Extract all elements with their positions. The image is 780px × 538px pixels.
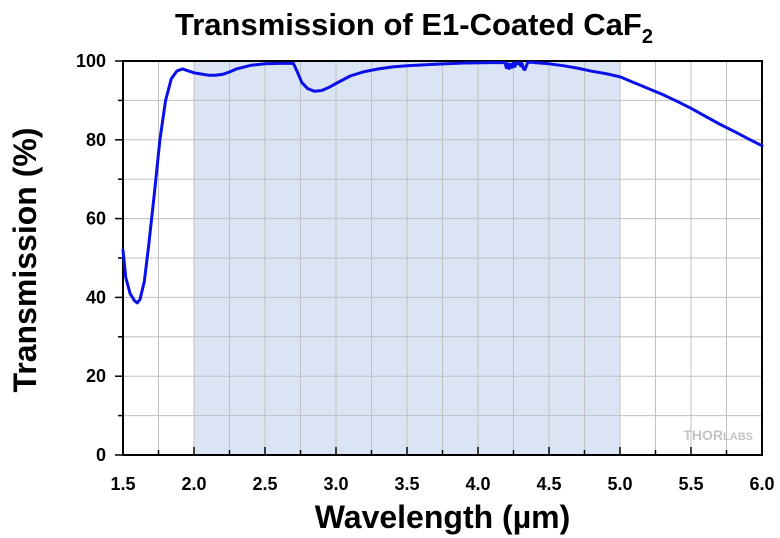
y-axis-label: Transmission (%) bbox=[7, 128, 43, 393]
x-tick-label: 4.0 bbox=[465, 474, 490, 494]
series-layer bbox=[121, 60, 764, 305]
x-tick-label: 4.5 bbox=[536, 474, 561, 494]
x-tick-label: 2.5 bbox=[252, 474, 277, 494]
x-tick-label: 5.5 bbox=[678, 474, 703, 494]
watermark-main: THOR bbox=[683, 427, 723, 443]
axis-ticks bbox=[115, 60, 763, 456]
x-tick-label: 5.0 bbox=[607, 474, 632, 494]
y-tick-labels: 0 20 40 60 80 100 bbox=[76, 51, 106, 465]
chart-title-subscript: 2 bbox=[642, 26, 653, 48]
y-tick-label: 80 bbox=[86, 130, 106, 150]
thorlabs-watermark: THORLABS bbox=[683, 427, 753, 443]
x-tick-label: 6.0 bbox=[749, 474, 774, 494]
x-tick-label: 3.0 bbox=[323, 474, 348, 494]
y-tick-label: 60 bbox=[86, 209, 106, 229]
chart-title-main: Transmission of E1-Coated CaF bbox=[175, 7, 642, 42]
x-tick-label: 3.5 bbox=[394, 474, 419, 494]
y-tick-label: 40 bbox=[86, 287, 106, 307]
series-line bbox=[121, 60, 764, 305]
x-tick-label: 1.5 bbox=[110, 474, 135, 494]
y-tick-label: 20 bbox=[86, 366, 106, 386]
x-tick-label: 2.0 bbox=[181, 474, 206, 494]
grid-lines bbox=[123, 61, 762, 455]
x-axis-label: Wavelength (µm) bbox=[315, 499, 570, 535]
watermark-suffix: LABS bbox=[723, 431, 753, 443]
x-tick-labels: 1.5 2.0 2.5 3.0 3.5 4.0 4.5 5.0 5.5 6.0 bbox=[110, 474, 774, 494]
chart-title: Transmission of E1-Coated CaF2 bbox=[175, 7, 653, 48]
y-tick-label: 100 bbox=[76, 51, 106, 71]
y-tick-label: 0 bbox=[96, 445, 106, 465]
